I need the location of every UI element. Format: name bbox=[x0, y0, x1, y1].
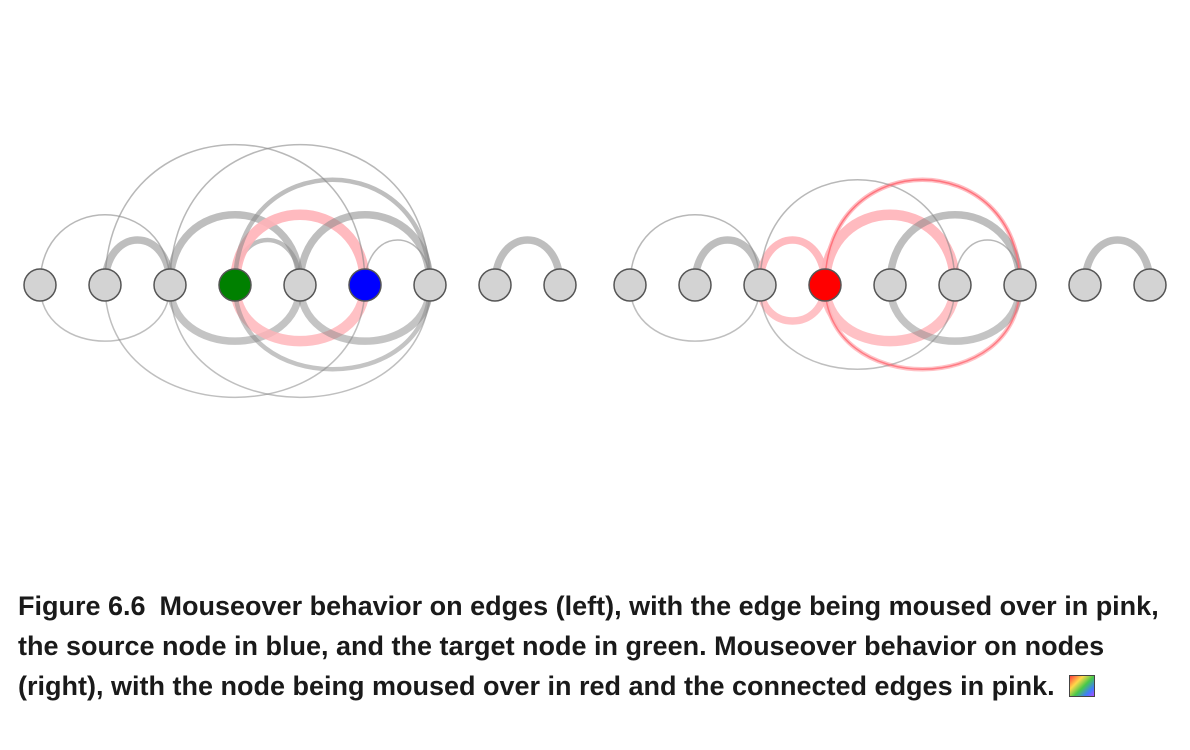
edge-arc-lower[interactable] bbox=[39, 284, 171, 342]
node-group bbox=[23, 268, 577, 302]
edge-arc-lower[interactable] bbox=[819, 279, 961, 347]
edge-arc-upper[interactable] bbox=[822, 177, 1023, 288]
edge-arc-lower[interactable] bbox=[824, 284, 1021, 370]
node[interactable] bbox=[1068, 268, 1102, 302]
node[interactable] bbox=[743, 268, 777, 302]
edge-arc-upper[interactable] bbox=[1081, 236, 1154, 289]
node[interactable] bbox=[23, 268, 57, 302]
edge-hover-panel bbox=[23, 143, 577, 399]
edge-arc-upper[interactable] bbox=[886, 211, 1024, 289]
node[interactable] bbox=[1133, 268, 1167, 302]
edge-arc-upper[interactable] bbox=[954, 239, 1021, 286]
figure-label: Figure 6.6 bbox=[18, 591, 146, 621]
edge-arc-upper[interactable] bbox=[229, 209, 371, 291]
edge-arc-lower[interactable] bbox=[759, 284, 956, 370]
node-hover-panel bbox=[613, 177, 1167, 372]
node[interactable] bbox=[938, 268, 972, 302]
edge-arc-upper[interactable] bbox=[101, 236, 174, 289]
node[interactable] bbox=[88, 268, 122, 302]
node[interactable] bbox=[873, 268, 907, 302]
hover-node[interactable] bbox=[808, 268, 842, 302]
edge-arc-lower[interactable] bbox=[229, 279, 371, 347]
color-swatch-icon bbox=[1068, 675, 1095, 697]
edge-arc-upper[interactable] bbox=[759, 178, 956, 286]
node[interactable] bbox=[478, 268, 512, 302]
source-node[interactable] bbox=[348, 268, 382, 302]
edge-arc-lower[interactable] bbox=[232, 282, 433, 372]
node-group bbox=[613, 268, 1167, 302]
edge-arc-lower[interactable] bbox=[169, 284, 431, 399]
edge-arc-lower[interactable] bbox=[886, 281, 1024, 345]
node[interactable] bbox=[543, 268, 577, 302]
edge-arc-lower[interactable] bbox=[104, 284, 366, 399]
figure-caption: Figure 6.6 Mouseover behavior on edges (l… bbox=[18, 586, 1178, 706]
node[interactable] bbox=[153, 268, 187, 302]
edge-arc-upper[interactable] bbox=[691, 236, 764, 289]
edge-arc-upper[interactable] bbox=[169, 143, 431, 286]
node[interactable] bbox=[678, 268, 712, 302]
edge-arc-upper[interactable] bbox=[364, 239, 431, 286]
edge-arc-lower[interactable] bbox=[629, 284, 761, 342]
node[interactable] bbox=[413, 268, 447, 302]
node[interactable] bbox=[613, 268, 647, 302]
node[interactable] bbox=[283, 268, 317, 302]
edge-arc-upper[interactable] bbox=[824, 178, 1021, 286]
edge-group bbox=[39, 143, 564, 399]
edge-arc-lower[interactable] bbox=[296, 281, 434, 345]
edge-arc-upper[interactable] bbox=[104, 143, 366, 286]
edge-arc-lower[interactable] bbox=[166, 281, 304, 345]
edge-arc-upper[interactable] bbox=[232, 177, 433, 288]
caption-text: Mouseover behavior on edges (left), with… bbox=[18, 591, 1159, 701]
node[interactable] bbox=[1003, 268, 1037, 302]
arc-diagram bbox=[23, 143, 1167, 399]
target-node[interactable] bbox=[218, 268, 252, 302]
edge-arc-upper[interactable] bbox=[296, 211, 434, 289]
edge-arc-upper[interactable] bbox=[819, 209, 961, 291]
edge-arc-upper[interactable] bbox=[491, 236, 564, 289]
